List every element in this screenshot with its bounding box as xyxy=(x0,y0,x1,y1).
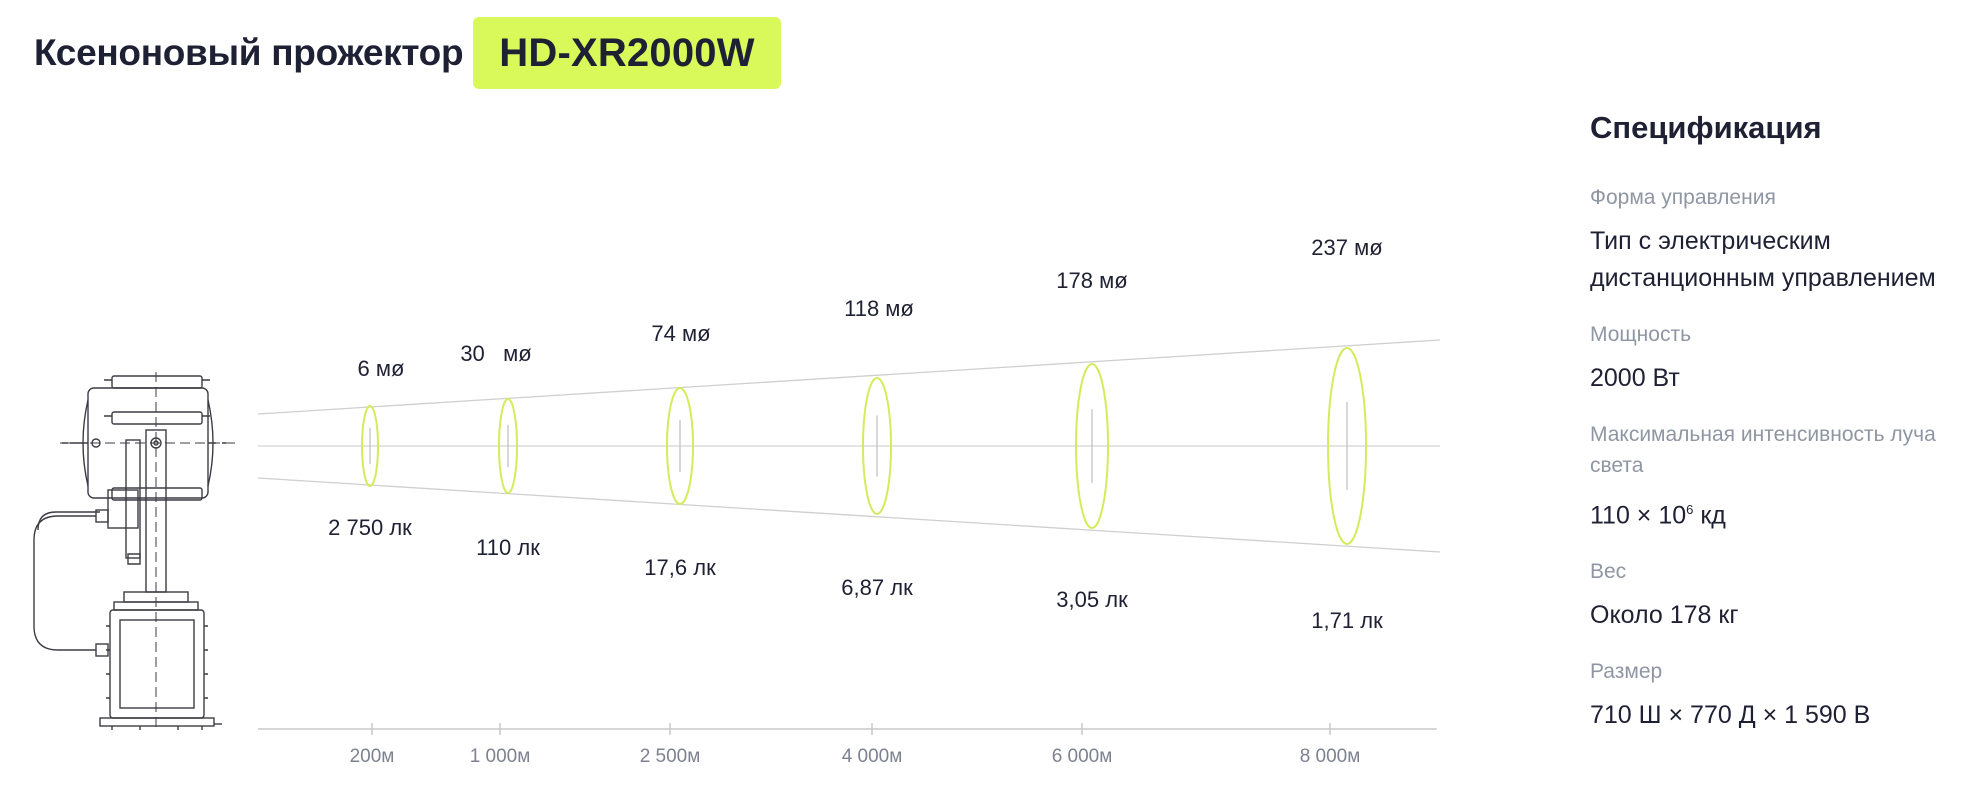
illuminance-label: 6,87 лк xyxy=(841,575,913,600)
beam-diameter-label: 74 мø xyxy=(651,321,710,346)
spec-value: Около 178 кг xyxy=(1590,601,1739,630)
distance-tick-label: 6 000м xyxy=(1052,746,1113,767)
distance-tick-label: 200м xyxy=(350,746,395,767)
distance-tick-label: 1 000м xyxy=(470,746,531,767)
beam-diameter-label: 237 мø xyxy=(1311,235,1382,260)
spec-value: 710 Ш × 770 Д × 1 590 В xyxy=(1590,701,1871,730)
beam-ellipse xyxy=(1327,347,1367,545)
beam-ellipse xyxy=(498,398,518,494)
beam-cross-sections xyxy=(361,347,1367,545)
searchlight-drawing xyxy=(33,372,240,732)
spec-value-base: 110 × 10 xyxy=(1590,501,1687,530)
spec-item-control: Форма управления Тип с электрическим дис… xyxy=(1590,182,1970,297)
spec-label: Вес xyxy=(1590,560,1627,584)
beam-diagram: 200м 1 000м 2 500м 4 000м 6 000м 8 000м 6 мø 2… xyxy=(33,235,1441,767)
spec-value: 110 × 106 кд xyxy=(1590,491,1970,534)
beam-ellipse xyxy=(862,377,892,515)
spec-item-size: Размер 710 Ш × 770 Д × 1 590 В xyxy=(1590,656,1970,734)
spec-label: Мощность xyxy=(1590,323,1692,346)
beam-cone xyxy=(257,339,1441,553)
distance-tick-label: 4 000м xyxy=(842,746,903,767)
spec-label: Максимальная интенсивность луча света xyxy=(1590,423,1936,477)
distance-tick-label: 8 000м xyxy=(1300,746,1361,767)
spec-label: Размер xyxy=(1590,660,1663,684)
specification-panel: Спецификация Форма управления Тип с элек… xyxy=(1590,110,1970,756)
spec-item-weight: Вес Около 178 кг xyxy=(1590,556,1970,634)
page-header: Ксеноновый прожектор HD-XR2000W xyxy=(34,16,781,90)
model-badge: HD-XR2000W xyxy=(473,17,781,89)
spec-item-power: Мощность 2000 Вт xyxy=(1590,319,1970,397)
beam-lower-edge xyxy=(257,477,1441,553)
illuminance-label: 3,05 лк xyxy=(1056,587,1128,612)
beam-ellipse xyxy=(666,387,694,505)
spec-value: Тип с электрическим дистанционным управл… xyxy=(1590,227,1936,292)
distance-tick-label: 2 500м xyxy=(640,746,701,767)
beam-diameter-label: 6 мø xyxy=(358,356,405,381)
illuminance-label: 1,71 лк xyxy=(1311,608,1383,633)
illuminance-label: 17,6 лк xyxy=(644,555,716,580)
beam-diameter-label: 30 мø xyxy=(460,341,531,366)
beam-upper-edge xyxy=(257,339,1441,415)
distance-ticks: 200м 1 000м 2 500м 4 000м 6 000м 8 000м xyxy=(350,723,1361,767)
spec-value-exponent: 6 xyxy=(1686,502,1694,517)
beam-diameter-label: 118 мø xyxy=(844,296,914,321)
illuminance-label: 2 750 лк xyxy=(328,515,412,540)
spec-value-unit: кд xyxy=(1693,501,1726,530)
spec-title: Спецификация xyxy=(1590,110,1822,145)
spec-value: 2000 Вт xyxy=(1590,364,1680,392)
spec-label: Форма управления xyxy=(1590,186,1776,209)
beam-ellipse xyxy=(361,405,379,487)
beam-ellipse xyxy=(1075,363,1109,529)
beam-labels: 6 мø 2 750 лк 30 мø 110 лк 74 мø 17,6 лк 118 м… xyxy=(328,235,1383,633)
spec-item-intensity: Максимальная интенсивность луча света 11… xyxy=(1590,419,1970,534)
page-title: Ксеноновый прожектор xyxy=(34,32,464,73)
illuminance-label: 110 лк xyxy=(476,535,540,560)
beam-diameter-label: 178 мø xyxy=(1056,268,1127,293)
